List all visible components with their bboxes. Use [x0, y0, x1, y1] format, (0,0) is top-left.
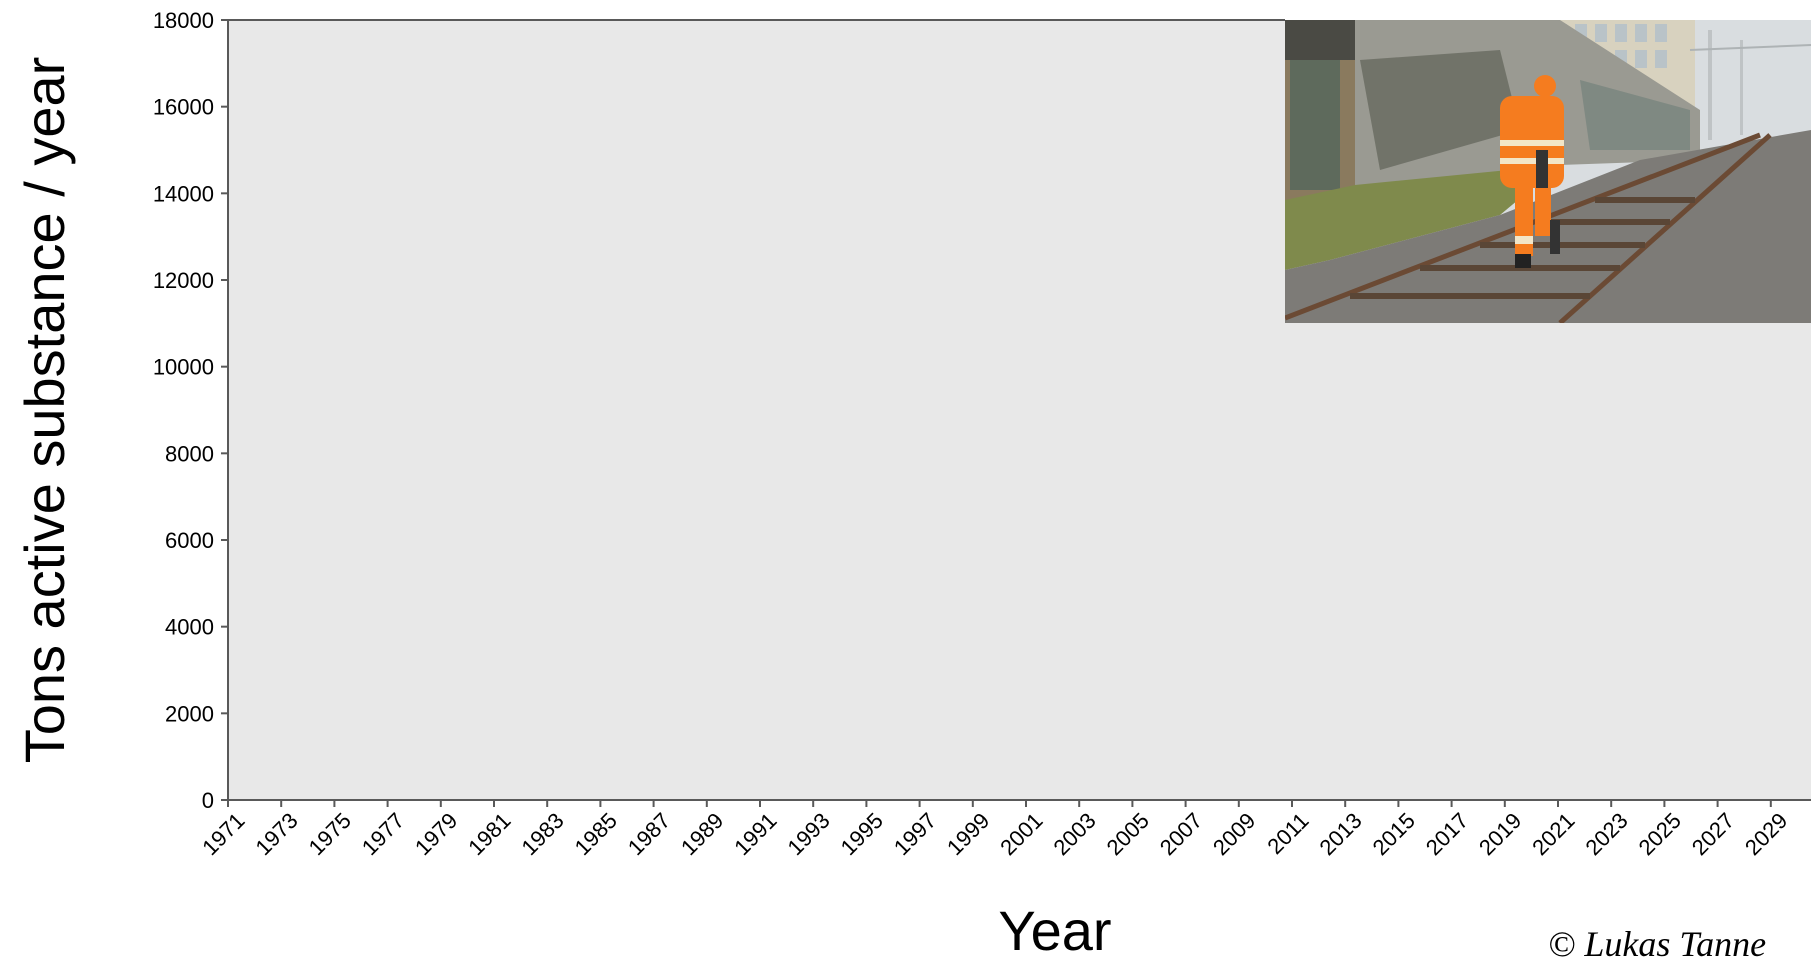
y-tick-label: 8000	[165, 441, 214, 466]
x-tick-label: 2003	[1048, 808, 1100, 860]
x-tick-label: 1973	[250, 808, 302, 860]
y-tick-label: 10000	[153, 355, 214, 380]
x-tick-label: 2019	[1474, 808, 1526, 860]
x-tick-label: 1989	[676, 808, 728, 860]
x-axis-title: Year	[998, 899, 1111, 960]
x-tick-label: 1983	[516, 808, 568, 860]
x-tick-label: 2009	[1208, 808, 1260, 860]
x-tick-label: 2015	[1368, 808, 1420, 860]
x-tick-label: 1999	[942, 808, 994, 860]
y-tick-label: 4000	[165, 615, 214, 640]
x-tick-label: 2007	[1155, 808, 1207, 860]
x-tick-label: 2005	[1102, 808, 1154, 860]
x-tick-label: 2025	[1634, 808, 1686, 860]
x-tick-label: 1997	[889, 808, 941, 860]
y-tick-label: 0	[202, 788, 214, 813]
x-tick-label: 2011	[1262, 808, 1313, 859]
x-tick-label: 1993	[782, 808, 834, 860]
worker-figure	[1500, 75, 1564, 268]
x-tick-label: 2021	[1527, 808, 1579, 860]
photo-credit: © Lukas Tanne	[1548, 924, 1766, 960]
y-axis-title: Tons active substance / year	[13, 57, 76, 764]
y-tick-label: 14000	[153, 181, 214, 206]
x-tick-label: 1977	[357, 808, 409, 860]
x-tick-label: 1979	[410, 808, 462, 860]
x-tick-label: 2017	[1421, 808, 1473, 860]
x-tick-label: 1985	[570, 808, 622, 860]
y-tick-label: 12000	[153, 268, 214, 293]
worker-on-railway-track-photo	[1285, 20, 1811, 323]
x-tick-label: 1991	[729, 808, 781, 860]
y-tick-label: 16000	[153, 95, 214, 120]
x-tick-label: 1995	[836, 808, 888, 860]
x-tick-label: 1981	[463, 808, 515, 860]
x-tick-label: 1987	[623, 808, 675, 860]
y-tick-label: 6000	[165, 528, 214, 553]
x-tick-label: 1971	[197, 808, 249, 860]
y-axis-ticks: 0 2000 4000 6000 8000 10000 12000 14000 16000 180…	[153, 8, 228, 813]
x-tick-label: 2023	[1580, 808, 1632, 860]
x-tick-label: 2013	[1314, 808, 1366, 860]
y-tick-label: 18000	[153, 8, 214, 33]
x-tick-label: 2027	[1687, 808, 1739, 860]
y-tick-label: 2000	[165, 701, 214, 726]
x-tick-label: 2001	[995, 808, 1047, 860]
x-tick-label: 2029	[1740, 808, 1792, 860]
x-tick-label: 1975	[304, 808, 356, 860]
x-axis-ticks: 1971 1973 1975 1977 1979 1981 1983 1985 1987 1989…	[197, 800, 1792, 860]
